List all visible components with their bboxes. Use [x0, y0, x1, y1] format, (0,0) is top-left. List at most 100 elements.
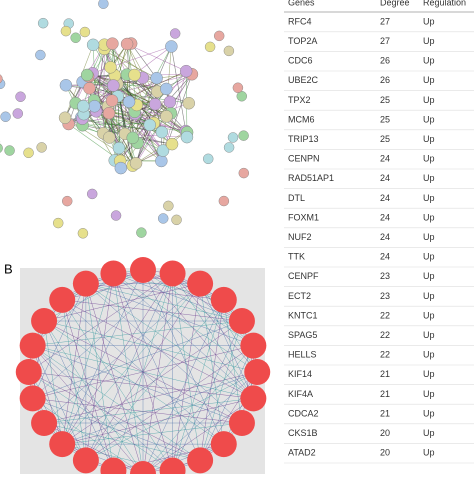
node — [73, 447, 99, 473]
table-cell: RAD51AP1 — [288, 173, 334, 183]
node — [81, 69, 93, 81]
node — [239, 131, 249, 141]
table-cell: Up — [423, 330, 435, 340]
node — [5, 146, 15, 156]
node — [60, 79, 72, 91]
node — [100, 260, 126, 286]
table-cell: 22 — [380, 350, 390, 360]
node — [20, 385, 46, 411]
table-cell: 25 — [380, 95, 390, 105]
node — [160, 110, 172, 122]
table-cell: HELLS — [288, 350, 317, 360]
node — [211, 431, 237, 457]
table-cell: Up — [423, 428, 435, 438]
table-cell: CKS1B — [288, 428, 318, 438]
table-cell: CENPN — [288, 154, 320, 164]
node — [170, 29, 180, 39]
node — [224, 46, 234, 56]
node — [144, 119, 156, 131]
node — [233, 83, 243, 93]
node — [103, 131, 115, 143]
table-cell: Up — [423, 16, 435, 26]
panel-label: B — [4, 261, 13, 276]
node — [129, 69, 141, 81]
table-cell: MCM6 — [288, 114, 315, 124]
table-cell: 24 — [380, 173, 390, 183]
node — [130, 257, 156, 283]
node — [80, 27, 90, 37]
table-cell: 21 — [380, 369, 390, 379]
table-cell: CDCA2 — [288, 408, 319, 418]
table-cell: Up — [423, 75, 435, 85]
node — [87, 39, 99, 51]
node — [203, 154, 213, 164]
table-cell: FOXM1 — [288, 212, 319, 222]
table-header: Genes — [288, 0, 315, 7]
table-cell: 22 — [380, 310, 390, 320]
table-cell: Up — [423, 154, 435, 164]
node — [121, 38, 133, 50]
table-cell: KIF14 — [288, 369, 312, 379]
table-cell: Up — [423, 95, 435, 105]
table-cell: Up — [423, 310, 435, 320]
node — [166, 138, 178, 150]
node — [149, 98, 161, 110]
node — [160, 83, 172, 95]
table-cell: DTL — [288, 193, 305, 203]
node — [84, 82, 96, 94]
node — [205, 42, 215, 52]
table-cell: 20 — [380, 428, 390, 438]
node — [211, 287, 237, 313]
node — [1, 112, 11, 122]
node — [49, 431, 75, 457]
node — [229, 410, 255, 436]
table-cell: CDC6 — [288, 56, 313, 66]
node — [37, 142, 47, 152]
node — [183, 97, 195, 109]
table-cell: Up — [423, 389, 435, 399]
node — [158, 213, 168, 223]
node — [165, 40, 177, 52]
node — [78, 228, 88, 238]
node — [31, 410, 57, 436]
table-cell: 24 — [380, 212, 390, 222]
node — [49, 287, 75, 313]
node — [244, 359, 270, 385]
node — [187, 447, 213, 473]
node — [113, 142, 125, 154]
node — [103, 107, 115, 119]
table-cell: 21 — [380, 408, 390, 418]
table-cell: Up — [423, 408, 435, 418]
node — [61, 26, 71, 36]
table-cell: Up — [423, 36, 435, 46]
node — [87, 189, 97, 199]
node — [89, 100, 101, 112]
node — [0, 143, 3, 153]
table-cell: Up — [423, 252, 435, 262]
node — [105, 61, 117, 73]
table-cell: KIF4A — [288, 389, 313, 399]
node — [16, 92, 26, 102]
table-cell: Up — [423, 56, 435, 66]
node — [130, 157, 142, 169]
node — [107, 80, 119, 92]
table-cell: 25 — [380, 134, 390, 144]
table-cell: 25 — [380, 114, 390, 124]
table-cell: 20 — [380, 448, 390, 458]
node — [106, 38, 118, 50]
table-cell: Up — [423, 134, 435, 144]
node — [111, 211, 121, 221]
table-cell: Up — [423, 271, 435, 281]
table-cell: Up — [423, 232, 435, 242]
table-header: Degree — [380, 0, 410, 7]
table-cell: SPAG5 — [288, 330, 317, 340]
node — [127, 132, 139, 144]
table-cell: RFC4 — [288, 16, 312, 26]
node — [62, 196, 72, 206]
table-cell: Up — [423, 369, 435, 379]
table-cell: CENPF — [288, 271, 319, 281]
node — [123, 96, 135, 108]
table-cell: Up — [423, 448, 435, 458]
table-cell: Up — [423, 193, 435, 203]
node — [136, 228, 146, 238]
